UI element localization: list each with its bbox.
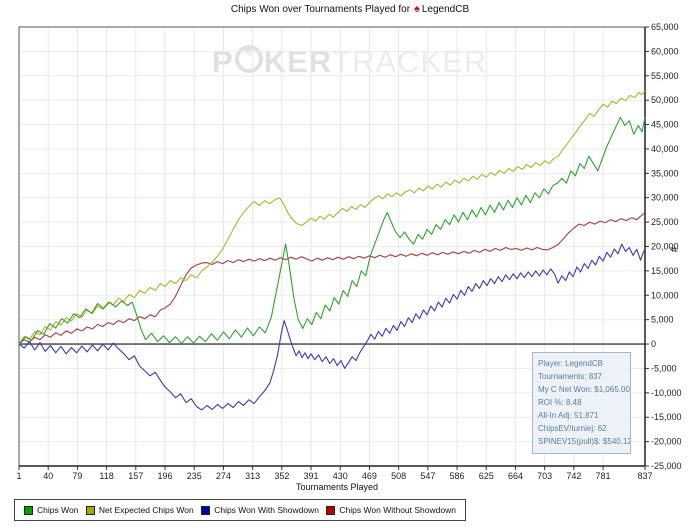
y-tick-label: 55,000 [651,71,679,81]
stats-tooltip: Player: LegendCB Tournaments: 837 My C N… [532,352,631,454]
x-tick-label: 430 [333,471,348,481]
pokerstars-spade-icon: ♠ [414,3,420,15]
x-axis-title: Tournaments Played [295,482,379,492]
y-tick-label: -15,000 [651,412,682,422]
x-tick-label: 391 [304,471,319,481]
series-line-chips-won-with-showdown [18,243,646,411]
legend-label: Chips Won With Showdown [214,505,319,515]
x-tick-label: 235 [187,471,202,481]
stats-line-chipsev: ChipsEV/turniej: 62 [538,424,607,433]
y-tick-label: 45,000 [651,120,679,130]
legend-item-chips-won: Chips Won [24,505,78,515]
series-line-chips-won [18,116,646,345]
y-tick-label: 10,000 [651,290,679,300]
y-tick-label: 40,000 [651,144,679,154]
legend-item-net-expected-chips-won: Net Expected Chips Won [85,505,194,515]
legend-swatch-icon [326,505,336,515]
x-tick-label: 118 [99,471,113,481]
x-tick-label: 313 [245,471,260,481]
series-line-chips-won-without-showdown [18,212,646,345]
x-tick-label: 742 [566,471,581,481]
legend-swatch-icon [201,505,211,515]
x-tick-label: 781 [596,471,611,481]
legend-item-chips-won-without-showdown: Chips Won Without Showdown [326,505,456,515]
y-tick-label: 50,000 [651,95,679,105]
y-tick-label: 65,000 [651,22,679,32]
y-tick-label: 15,000 [651,266,679,276]
legend-swatch-icon [85,505,95,515]
stats-line-player: Player: LegendCB [538,359,603,368]
y-tick-label: 25,000 [651,217,679,227]
stats-line-net-won: My C Net Won: $1,065.00 [538,385,630,394]
watermark-ker: KER [263,44,333,79]
x-tick-label: 1 [16,471,21,481]
y-tick-label: -25,000 [651,461,682,471]
y-axis-title: # [667,246,679,253]
x-tick-label: 469 [362,471,377,481]
stats-line-tournaments: Tournaments: 837 [538,372,603,381]
y-tick-label: 5,000 [651,315,674,325]
x-tick-label: 703 [537,471,552,481]
x-tick-label: 274 [216,471,231,481]
legend-item-chips-won-with-showdown: Chips Won With Showdown [201,505,319,515]
legend-label: Net Expected Chips Won [98,505,194,515]
stats-line-spinev: SPINEV15(pull)$: $540.12 [538,437,631,446]
y-tick-label: -5,000 [651,363,677,373]
y-tick-label: 60,000 [651,46,679,56]
y-tick-label: 35,000 [651,168,679,178]
series-line-net-expected-chips-won [18,90,646,345]
x-tick-label: 196 [158,471,173,481]
x-tick-label: 79 [72,471,82,481]
x-tick-label: 586 [450,471,465,481]
legend-label: Chips Won Without Showdown [339,505,456,515]
y-tick-label: 0 [651,339,656,349]
watermark-tracker: TRACKER [332,44,488,79]
y-tick-label: -10,000 [651,388,682,398]
x-tick-label: 157 [128,471,143,481]
chart-title: Chips Won over Tournaments Played for ♠ Le… [0,3,700,15]
x-tick-label: 837 [637,471,652,481]
x-tick-label: 508 [391,471,406,481]
stats-line-roi: ROI %: 8.48 [538,398,582,407]
stats-line-allin-adj: All-In Adj: 51,871 [538,411,599,420]
y-tick-label: 30,000 [651,193,679,203]
x-tick-label: 625 [479,471,494,481]
y-tick-label: -20,000 [651,437,682,447]
chart-legend: Chips Won Net Expected Chips Won Chips Won… [14,499,466,521]
pokertracker-watermark: P ♠ KERTRACKER [212,42,488,80]
chart-title-text: Chips Won over Tournaments Played for [230,4,411,15]
x-tick-label: 664 [508,471,523,481]
y-tick-label: 20,000 [651,242,679,252]
x-tick-label: 352 [274,471,289,481]
legend-label: Chips Won [37,505,79,515]
x-tick-label: 40 [43,471,53,481]
player-name: LegendCB [421,4,470,15]
watermark-p: P [212,44,234,79]
x-tick-label: 547 [420,471,435,481]
poker-chip-icon: ♠ [234,42,263,73]
chip-spade-icon: ♠ [244,42,254,59]
legend-swatch-icon [24,505,33,515]
